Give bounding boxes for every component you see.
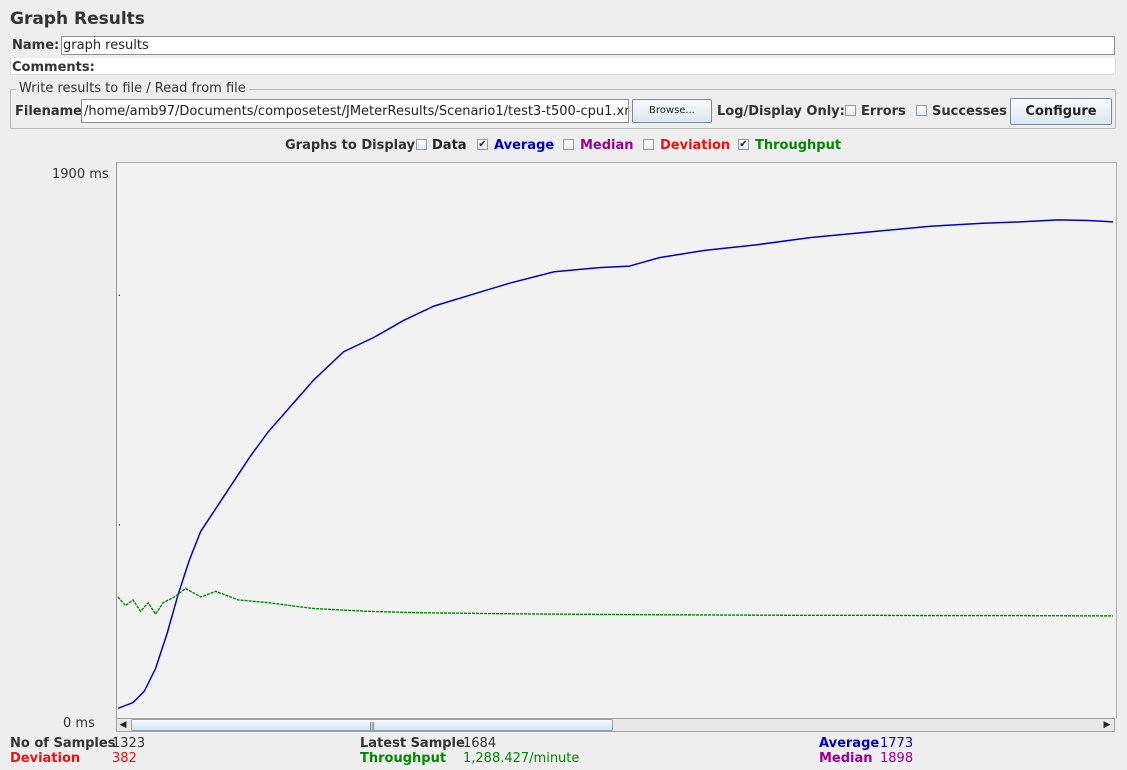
filename-label: Filename: [15, 104, 82, 119]
errors-checkbox[interactable]: [845, 105, 856, 116]
graph-plot-area: [116, 162, 1117, 719]
scroll-left-arrow-icon[interactable]: ◀: [119, 720, 127, 730]
name-input[interactable]: [61, 36, 1115, 55]
deviation-stat-label: Deviation: [10, 751, 81, 766]
file-group-legend: Write results to file / Read from file: [16, 81, 249, 96]
comments-field[interactable]: [10, 58, 1116, 75]
graph-canvas: [117, 219, 1114, 710]
latest-sample-value: 1684: [463, 736, 497, 751]
scroll-right-arrow-icon[interactable]: ▶: [1103, 720, 1111, 730]
latest-sample-label: Latest Sample: [360, 736, 465, 751]
no-of-samples-value: 1323: [112, 736, 146, 751]
deviation-stat-value: 382: [112, 751, 137, 766]
y-axis-min-label: 0 ms: [63, 716, 95, 731]
errors-label[interactable]: Errors: [861, 104, 906, 119]
data-label[interactable]: Data: [432, 138, 467, 153]
throughput-stat-value: 1,288.427/minute: [463, 751, 580, 766]
configure-button[interactable]: Configure: [1010, 98, 1112, 125]
throughput-stat-label: Throughput: [360, 751, 447, 766]
throughput-series-line: [117, 587, 1114, 617]
successes-checkbox[interactable]: [916, 105, 927, 116]
average-isolated-point: [118, 294, 120, 296]
median-stat-value: 1898: [880, 751, 914, 766]
average-series-line: [117, 219, 1114, 710]
average-stat-value: 1773: [880, 736, 914, 751]
median-stat-label: Median: [819, 751, 873, 766]
deviation-label[interactable]: Deviation: [660, 138, 731, 153]
average-checkbox[interactable]: ✔: [477, 139, 488, 150]
graphs-to-display-label: Graphs to Display: [285, 138, 415, 153]
no-of-samples-label: No of Samples: [10, 736, 116, 751]
name-label: Name:: [12, 38, 60, 53]
browse-button[interactable]: Browse...: [632, 99, 712, 123]
filename-input[interactable]: [81, 99, 629, 123]
median-checkbox[interactable]: [563, 139, 574, 150]
file-group-box: [10, 89, 1116, 129]
average-label[interactable]: Average: [494, 138, 555, 153]
average-isolated-point: [118, 524, 120, 526]
comments-label: Comments:: [12, 60, 95, 75]
successes-label[interactable]: Successes: [932, 104, 1007, 119]
throughput-label[interactable]: Throughput: [755, 138, 842, 153]
average-stat-label: Average: [819, 736, 880, 751]
scrollbar-thumb[interactable]: [131, 719, 613, 731]
scrollbar-grip-icon: |||: [369, 721, 375, 730]
data-checkbox[interactable]: [416, 139, 427, 150]
throughput-checkbox[interactable]: ✔: [738, 139, 749, 150]
median-label[interactable]: Median: [580, 138, 634, 153]
log-display-only-label: Log/Display Only:: [717, 104, 845, 119]
deviation-checkbox[interactable]: [643, 139, 654, 150]
y-axis-max-label: 1900 ms: [52, 167, 109, 182]
panel-title: Graph Results: [10, 9, 145, 29]
